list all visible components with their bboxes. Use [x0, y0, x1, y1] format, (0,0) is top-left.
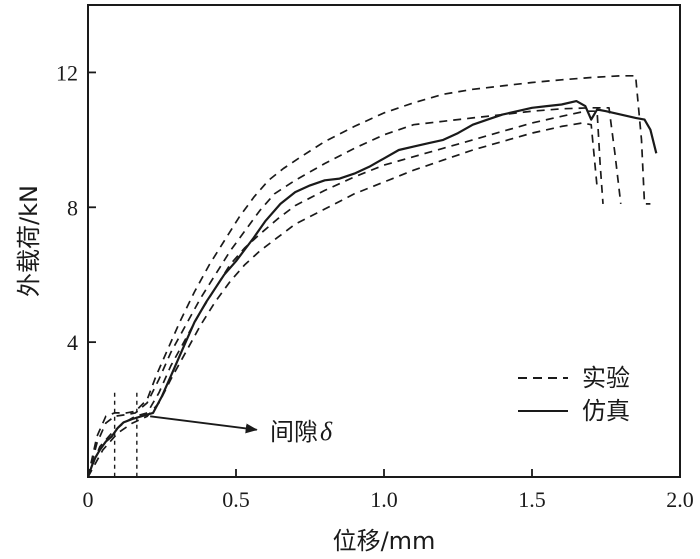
x-tick-label-2: 1.0	[370, 487, 398, 512]
legend: 实验 仿真	[518, 364, 630, 425]
y-tick-label-0: 4	[67, 330, 78, 355]
simulation-curve	[86, 100, 658, 478]
x-tick-label-0: 0	[83, 487, 94, 512]
x-axis-title: 位移/mm	[333, 527, 436, 555]
tick-layer: 0 0.5 1.0 1.5 2.0 4 8 12	[56, 60, 694, 512]
legend-label-experiment: 实验	[582, 364, 630, 392]
experiment-curve-2	[87, 106, 622, 478]
series-layer	[86, 74, 658, 478]
gap-label: 间隙δ	[270, 417, 333, 446]
legend-label-simulation: 仿真	[582, 397, 630, 425]
experiment-curve-3	[87, 110, 604, 478]
x-tick-label-1: 0.5	[222, 487, 250, 512]
x-tick-label-4: 2.0	[666, 487, 694, 512]
gap-marker-layer	[113, 392, 138, 477]
experiment-curve-1	[87, 74, 651, 478]
gap-label-symbol: δ	[320, 417, 333, 446]
experiment-curve-4	[87, 122, 598, 478]
gap-annotation: 间隙δ	[150, 415, 333, 446]
y-tick-label-2: 12	[56, 60, 78, 85]
y-tick-label-1: 8	[67, 195, 78, 220]
gap-label-text: 间隙	[270, 418, 318, 446]
gap-arrow	[150, 415, 258, 434]
y-axis-title: 外载荷/kN	[15, 185, 43, 297]
x-tick-label-3: 1.5	[518, 487, 546, 512]
